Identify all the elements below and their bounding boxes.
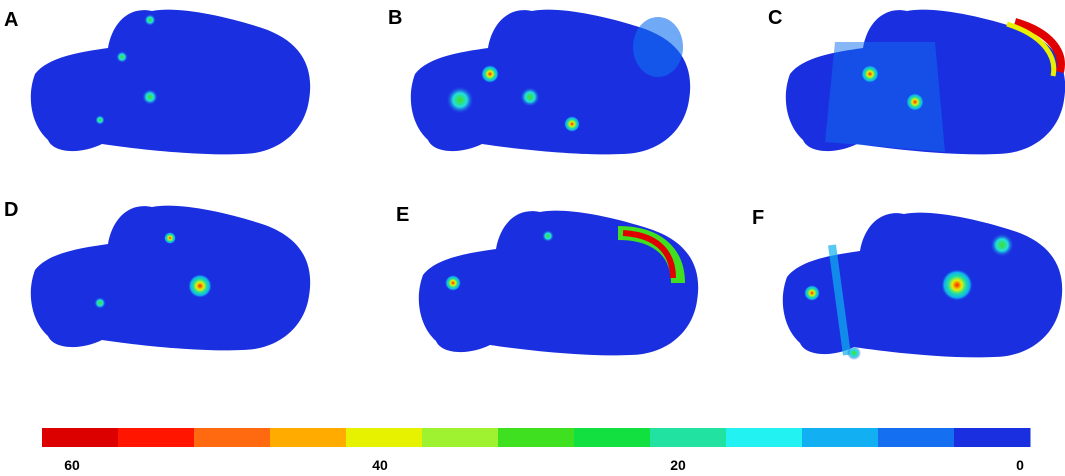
colorbar-label: 20 <box>670 457 686 473</box>
panel-label: A <box>4 9 18 31</box>
panel-labels: A B C D E F <box>4 7 782 229</box>
colorbar-segment <box>802 428 879 447</box>
colorbar-segment <box>650 428 727 447</box>
colorbar-segment <box>878 428 955 447</box>
colorbar-segment <box>118 428 195 447</box>
model-e <box>418 210 699 356</box>
panel-label: E <box>396 204 409 226</box>
panel-label: B <box>388 7 402 29</box>
colorbar-segment <box>574 428 651 447</box>
colorbar-segment <box>270 428 347 447</box>
colorbar-segment <box>954 428 1031 447</box>
model-d <box>30 205 311 351</box>
colorbar-segment <box>42 428 119 447</box>
colorbar-label: 0 <box>1016 457 1024 473</box>
panel-label: C <box>768 7 782 29</box>
colorbar-label: 60 <box>64 457 80 473</box>
colorbar-segment <box>194 428 271 447</box>
model-c <box>785 9 1065 155</box>
colorbar-segment <box>422 428 499 447</box>
model-b <box>410 9 691 155</box>
colorbar-labels: 60 40 20 0 <box>64 457 1024 473</box>
model-f <box>782 212 1063 360</box>
model-a <box>30 9 311 155</box>
colorbar-segment <box>726 428 803 447</box>
panel-label: F <box>752 207 764 229</box>
panel-label: D <box>4 199 18 221</box>
colorbar <box>42 428 1031 447</box>
colorbar-label: 40 <box>372 457 388 473</box>
colorbar-segment <box>498 428 575 447</box>
colorbar-segment <box>346 428 423 447</box>
